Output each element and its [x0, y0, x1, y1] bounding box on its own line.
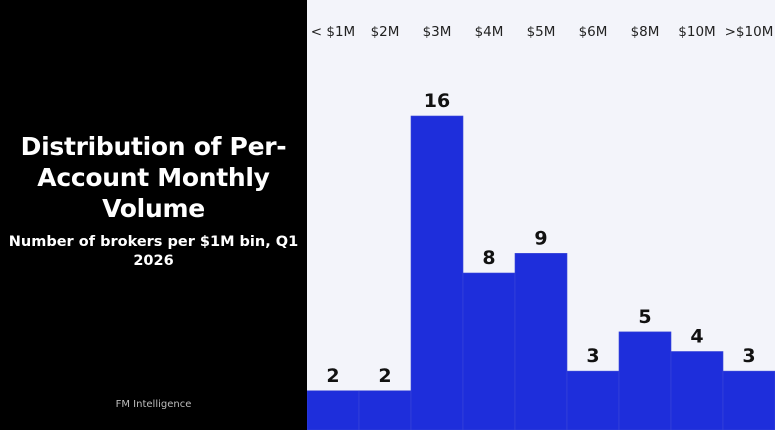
- x-tick-label: < $1M: [311, 24, 355, 40]
- x-tick-label: $5M: [527, 24, 556, 40]
- bar: [618, 331, 672, 430]
- x-tick-label: $6M: [579, 24, 608, 40]
- data-label: 2: [326, 365, 339, 387]
- data-label: 16: [424, 90, 450, 112]
- bar-chart: 2 < $1M 2 $2M 16 $3M 8 $4M 9 $5M 3 $6M 5 $8M 4 $10M 3 >$1…: [307, 24, 775, 430]
- x-tick-label: $3M: [423, 24, 452, 40]
- x-tick-label: $8M: [631, 24, 660, 40]
- bar: [462, 272, 516, 430]
- data-label: 5: [638, 306, 651, 328]
- data-label: 2: [378, 365, 391, 387]
- data-label: 3: [586, 345, 599, 367]
- chart-subtitle: Number of brokers per $1M bin, Q1 2026: [8, 234, 299, 269]
- data-label: 3: [742, 345, 755, 367]
- data-label: 9: [534, 227, 547, 249]
- bar: [566, 370, 620, 430]
- bar: [670, 351, 724, 430]
- data-label: 4: [690, 326, 703, 348]
- data-label: 8: [482, 247, 495, 269]
- bar: [514, 253, 568, 430]
- bar: [410, 115, 464, 430]
- chart-title: Distribution of Per-Account Monthly Volu…: [20, 132, 287, 223]
- bar: [722, 370, 775, 430]
- x-tick-label: >$10M: [725, 24, 774, 40]
- x-tick-label: $2M: [371, 24, 400, 40]
- title-panel: Distribution of Per-Account Monthly Volu…: [0, 0, 307, 430]
- x-tick-label: $4M: [475, 24, 504, 40]
- bar: [358, 390, 412, 430]
- source-label: FM Intelligence: [115, 399, 192, 410]
- x-tick-label: $10M: [678, 24, 715, 40]
- bar: [307, 390, 360, 430]
- chart-panel: 2 < $1M 2 $2M 16 $3M 8 $4M 9 $5M 3 $6M 5 $8M 4 $10M 3 >$1…: [307, 0, 775, 430]
